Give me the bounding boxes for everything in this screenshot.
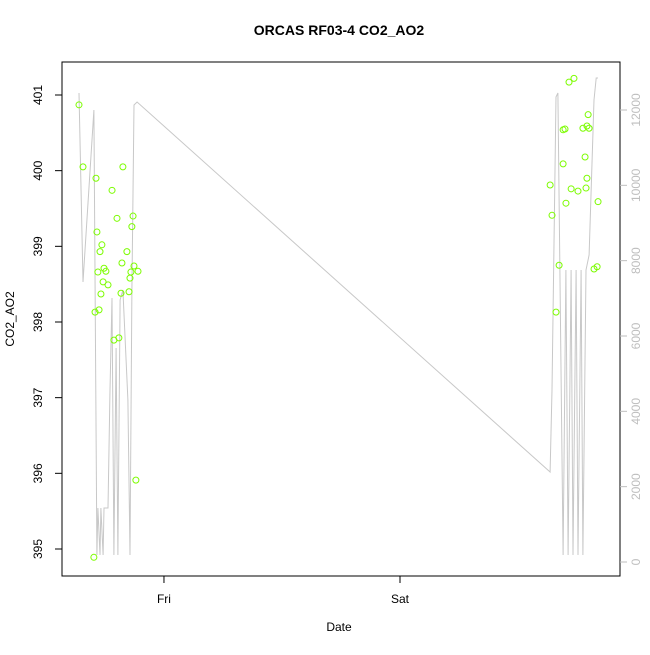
y-tick-label: 396 (31, 463, 45, 483)
data-point (562, 199, 570, 207)
data-point (113, 214, 121, 222)
data-point (119, 163, 127, 171)
y-axis-label: CO2_AO2 (3, 291, 17, 347)
chart-title: ORCAS RF03-4 CO2_AO2 (254, 22, 425, 38)
data-point (99, 278, 107, 286)
data-point (127, 268, 135, 276)
data-point (134, 267, 142, 275)
data-point (90, 553, 98, 561)
y2-tick-label: 0 (629, 558, 643, 565)
data-point (129, 212, 137, 220)
data-point (132, 476, 140, 484)
y-tick-label: 395 (31, 539, 45, 559)
x-tick-label: Sat (391, 592, 410, 606)
data-point (561, 125, 569, 133)
data-point (79, 163, 87, 171)
data-point (96, 248, 104, 256)
data-point (118, 259, 126, 267)
x-tick-label: Fri (157, 592, 171, 606)
x-axis-label: Date (326, 620, 352, 634)
data-point (565, 78, 573, 86)
y-tick-label: 400 (31, 160, 45, 180)
data-point (570, 74, 578, 82)
data-point (583, 174, 591, 182)
y-tick-label: 399 (31, 236, 45, 256)
y-tick-label: 401 (31, 85, 45, 105)
data-point (102, 267, 110, 275)
y2-tick-label: 12000 (629, 93, 643, 127)
data-point (581, 153, 589, 161)
data-point (548, 211, 556, 219)
y-tick-label: 398 (31, 312, 45, 332)
data-point (97, 290, 105, 298)
data-point (75, 101, 83, 109)
data-point (593, 263, 601, 271)
data-point (584, 111, 592, 119)
data-point (91, 308, 99, 316)
data-point (583, 122, 591, 130)
y2-tick-label: 10000 (629, 168, 643, 202)
data-point (123, 248, 131, 256)
y2-tick-label: 2000 (629, 473, 643, 500)
data-point (104, 281, 112, 289)
y2-tick-label: 4000 (629, 398, 643, 425)
y-tick-label: 397 (31, 387, 45, 407)
data-point (594, 198, 602, 206)
data-point (108, 186, 116, 194)
data-point (574, 187, 582, 195)
data-point (546, 181, 554, 189)
y2-tick-label: 8000 (629, 247, 643, 274)
data-point (552, 308, 560, 316)
data-point (117, 289, 125, 297)
data-point (559, 160, 567, 168)
data-point (98, 241, 106, 249)
data-point (93, 228, 101, 236)
data-point (115, 334, 123, 342)
y2-tick-label: 6000 (629, 322, 643, 349)
data-point (125, 288, 133, 296)
data-point (128, 223, 136, 231)
data-point (567, 185, 575, 193)
data-point (94, 268, 102, 276)
data-point (585, 124, 593, 132)
data-point (130, 262, 138, 270)
data-point (92, 174, 100, 182)
data-point (555, 261, 563, 269)
plot-frame (61, 61, 621, 577)
data-point (95, 306, 103, 314)
data-point (582, 184, 590, 192)
